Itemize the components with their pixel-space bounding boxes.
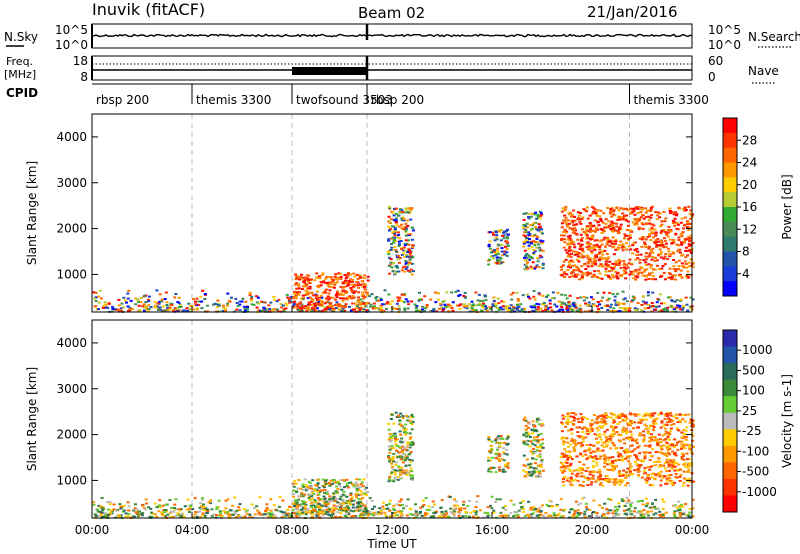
noise-right-label: N.Search — [748, 30, 800, 44]
colorbar-tick: 25 — [742, 404, 757, 418]
x-tick-label: 00:00 — [75, 523, 110, 537]
freq-left-tick-top: 18 — [73, 54, 88, 68]
y-tick-label: 1000 — [56, 267, 87, 281]
colorbar-tick: -25 — [742, 424, 762, 438]
velocity-panel: 1000 2000 3000 4000 Slant Range [km] — [25, 319, 695, 520]
cpid-panel: CPID rbsp 200 themis 3300 twofsound 3503rb… — [6, 83, 709, 107]
freq-label-line2: [MHz] — [4, 68, 36, 81]
frequency-panel: Freq. [MHz] 18 8 60 0 Nave — [4, 54, 779, 84]
echo-region — [522, 416, 545, 478]
x-tick-label: 20:00 — [575, 523, 610, 537]
y-tick-label: 3000 — [56, 382, 87, 396]
colorbar-tick: -100 — [742, 444, 769, 458]
colorbar-tick: 20 — [742, 178, 757, 192]
power-panel: 1000 2000 3000 4000 Slant Range [km] — [25, 113, 695, 313]
colorbar-label: Power [dB] — [780, 174, 794, 239]
velocity-colorbar: 1000 500 100 25 -25 -100 -500 -1000 Velocity [m … — [722, 329, 794, 513]
x-tick-label: 12:00 — [375, 523, 410, 537]
noise-sky-trace — [91, 33, 693, 38]
echo-region — [522, 210, 545, 271]
colorbar-tick: 1000 — [742, 343, 773, 357]
cpid-label: CPID — [6, 86, 38, 100]
noise-left-tick-bottom: 10^0 — [55, 38, 88, 52]
echo-region — [387, 411, 415, 483]
time-axis: 00:00 04:00 08:00 12:00 16:00 20:00 00:00 — [75, 523, 710, 537]
freq-left-tick-bottom: 8 — [80, 70, 88, 84]
freq-label-line1: Freq. — [6, 55, 33, 68]
echo-region — [487, 434, 510, 474]
cpid-segment-label: themis 3300 — [196, 93, 271, 107]
colorbar-tick: 24 — [742, 156, 757, 170]
y-tick-label: 1000 — [56, 473, 87, 487]
cpid-segment-label: rbsp 200 — [96, 93, 149, 107]
colorbar-tick: 12 — [742, 222, 757, 236]
cpid-segment-label: twofsound 3503 — [296, 93, 393, 107]
nave-label: Nave — [748, 64, 779, 78]
x-tick-label: 00:00 — [675, 523, 710, 537]
echo-region — [559, 411, 695, 487]
y-tick-label: 4000 — [56, 130, 87, 144]
colorbar-label: Velocity [m s-1] — [780, 374, 794, 468]
noise-panel: N.Sky 10^5 10^0 10^5 10^0 N.Search — [4, 23, 800, 52]
colorbar-tick: 500 — [742, 363, 765, 377]
cpid-segment-label: themis 3300 — [634, 93, 709, 107]
x-tick-label: 08:00 — [275, 523, 310, 537]
cpid-segment-label: rbsp 200 — [371, 93, 424, 107]
colorbar-tick: 100 — [742, 384, 765, 398]
colorbar-tick: 4 — [742, 267, 750, 281]
colorbar-tick: 16 — [742, 200, 757, 214]
y-axis-label: Slant Range [km] — [25, 367, 39, 471]
y-axis-label: Slant Range [km] — [25, 161, 39, 265]
noise-right-tick-top: 10^5 — [708, 23, 741, 37]
y-tick-label: 2000 — [56, 222, 87, 236]
freq-right-tick-bottom: 0 — [708, 70, 716, 84]
noise-left-tick-top: 10^5 — [55, 23, 88, 37]
x-tick-label: 04:00 — [175, 523, 210, 537]
noise-left-label: N.Sky — [4, 30, 38, 44]
time-axis-label: Time UT — [366, 537, 417, 551]
noise-right-tick-bottom: 10^0 — [708, 38, 741, 52]
beam-title: Beam 02 — [358, 4, 425, 22]
y-tick-label: 3000 — [56, 176, 87, 190]
echo-region — [487, 228, 510, 266]
y-tick-label: 2000 — [56, 428, 87, 442]
colorbar-tick: 8 — [742, 245, 750, 259]
station-title: Inuvik (fitACF) — [92, 0, 205, 19]
echo-region — [292, 272, 370, 311]
freq-right-tick-top: 60 — [708, 54, 723, 68]
echo-region — [559, 205, 695, 281]
date-title: 21/Jan/2016 — [587, 3, 678, 21]
colorbar-tick: -500 — [742, 465, 769, 479]
echo-region — [292, 478, 370, 517]
echo-region — [92, 289, 695, 313]
twofsound-freq-switching — [292, 67, 367, 75]
colorbar-tick: -1000 — [742, 485, 777, 499]
echo-region — [387, 205, 415, 276]
power-colorbar: 28 24 20 16 12 8 4 Power [dB] — [722, 117, 794, 297]
colorbar-tick: 28 — [742, 133, 757, 147]
x-tick-label: 16:00 — [475, 523, 510, 537]
y-tick-label: 4000 — [56, 336, 87, 350]
